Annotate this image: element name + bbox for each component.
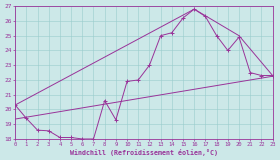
X-axis label: Windchill (Refroidissement éolien,°C): Windchill (Refroidissement éolien,°C) [70, 149, 218, 156]
